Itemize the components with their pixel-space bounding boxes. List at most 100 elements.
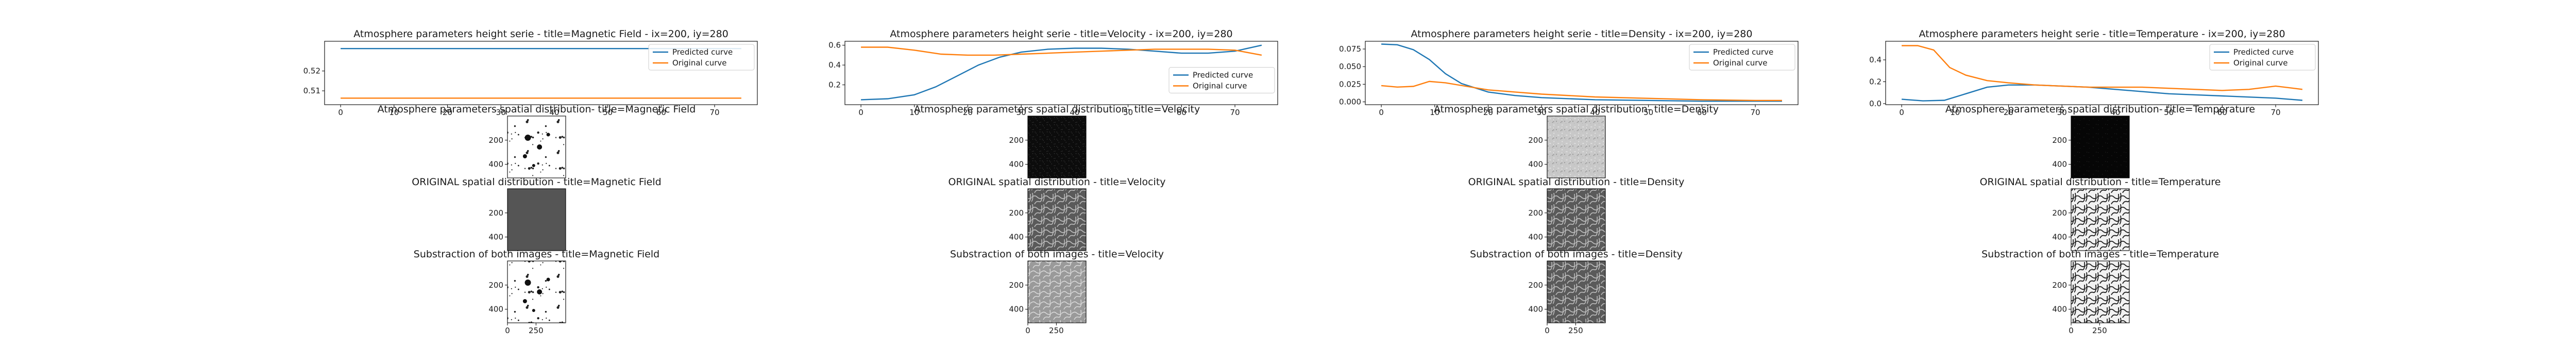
- legend-label: Predicted curve: [1713, 47, 1773, 57]
- image-panel-magnetic-field-predicted-map: Atmosphere parameters spatial distributi…: [378, 104, 696, 178]
- legend-label: Original curve: [1193, 81, 1247, 91]
- x-tick-label: 70: [1750, 108, 1760, 117]
- heatmap-image: [1028, 261, 1086, 323]
- map-feature: [537, 144, 543, 150]
- x-tick-label: 60: [656, 108, 666, 117]
- heatmap-image: [1547, 116, 1605, 178]
- x-tick-label: 30: [496, 108, 506, 117]
- panel-frame: [1547, 116, 1606, 178]
- y-tick-label: 400: [2052, 160, 2067, 169]
- line-chart-velocity: Atmosphere parameters height serie - tit…: [828, 28, 1278, 117]
- image-panel-velocity-predicted-map: Atmosphere parameters spatial distributi…: [914, 104, 1200, 178]
- heatmap-image: [2071, 261, 2129, 323]
- legend-box: [1689, 44, 1795, 71]
- y-tick-label: 200: [2052, 208, 2067, 218]
- map-feature: [522, 299, 527, 303]
- y-tick-label: 400: [1528, 233, 1543, 242]
- heatmap-image: [507, 189, 566, 251]
- x-tick-label: 60: [2217, 108, 2227, 117]
- y-tick-label: 200: [1009, 281, 1024, 290]
- panel-frame: [507, 116, 566, 178]
- map-feature: [532, 164, 535, 167]
- y-tick-label: 200: [1528, 136, 1543, 145]
- x-tick-label: 10: [909, 108, 919, 117]
- x-tick-label: 50: [2164, 108, 2174, 117]
- legend-box: [2209, 44, 2316, 71]
- y-tick-label: 200: [1009, 208, 1024, 218]
- plot-frame: [324, 41, 758, 105]
- image-panel-velocity-difference-map: Substraction of both images - title=Velo…: [950, 249, 1164, 335]
- y-tick-label: 200: [488, 136, 503, 145]
- y-tick-label: 400: [1528, 305, 1543, 314]
- y-tick-label: 0.025: [1339, 79, 1361, 89]
- x-tick-label: 70: [709, 108, 719, 117]
- heatmap-image: [2071, 116, 2129, 178]
- y-tick-label: 0.6: [828, 41, 841, 50]
- y-tick-label: 400: [2052, 305, 2067, 314]
- x-tick-label: 60: [1177, 108, 1187, 117]
- x-tick-label: 50: [603, 108, 613, 117]
- heatmap-image: [1547, 189, 1605, 251]
- panel-title: Substraction of both images - title=Magn…: [414, 249, 659, 260]
- y-tick-label: 400: [1009, 160, 1024, 169]
- panel-frame: [1027, 188, 1087, 251]
- y-tick-label: 200: [2052, 281, 2067, 290]
- chart-title: Atmosphere parameters height serie - tit…: [353, 28, 728, 40]
- x-tick-label: 250: [1049, 326, 1064, 335]
- x-tick-label: 50: [1643, 108, 1653, 117]
- heatmap-image: [1028, 116, 1086, 178]
- x-tick-label: 30: [2057, 108, 2067, 117]
- x-tick-label: 70: [2270, 108, 2280, 117]
- series-line-predicted: [861, 44, 1262, 101]
- x-tick-label: 30: [1537, 108, 1547, 117]
- x-tick-label: 250: [2092, 326, 2107, 335]
- y-tick-label: 0.4: [828, 60, 841, 70]
- map-feature: [524, 135, 531, 141]
- image-panel-temperature-original-map: ORIGINAL spatial distribution - title=Te…: [1980, 176, 2221, 251]
- map-feature: [537, 289, 543, 294]
- image-panel-magnetic-field-original-map: ORIGINAL spatial distribution - title=Ma…: [412, 176, 662, 251]
- map-feature: [546, 277, 550, 282]
- panel-title: Atmosphere parameters spatial distributi…: [378, 104, 696, 115]
- panel-frame: [1027, 260, 1087, 323]
- x-tick-label: 250: [1568, 326, 1583, 335]
- chart-title: Atmosphere parameters height serie - tit…: [1411, 28, 1753, 40]
- y-tick-label: 0.050: [1339, 62, 1361, 71]
- panel-frame: [1027, 116, 1087, 178]
- x-tick-label: 10: [1950, 108, 1960, 117]
- panel-frame: [2071, 188, 2130, 251]
- plot-frame: [1885, 41, 2319, 105]
- legend-label: Original curve: [2233, 58, 2288, 68]
- x-tick-label: 40: [1070, 108, 1079, 117]
- x-tick-label: 10: [1430, 108, 1439, 117]
- y-tick-label: 200: [488, 281, 503, 290]
- map-feature: [532, 309, 535, 312]
- y-tick-label: 0.52: [303, 67, 320, 76]
- legend-label: Predicted curve: [2233, 47, 2294, 57]
- panel-frame: [1547, 260, 1606, 323]
- x-tick-label: 20: [1483, 108, 1493, 117]
- x-tick-label: 0: [1899, 108, 1904, 117]
- image-panel-density-difference-map: Substraction of both images - title=Dens…: [1470, 249, 1683, 335]
- line-chart-magnetic-field: Atmosphere parameters height serie - tit…: [303, 28, 758, 117]
- x-tick-label: 20: [2004, 108, 2013, 117]
- map-feature: [546, 133, 550, 137]
- panel-title: Atmosphere parameters spatial distributi…: [1945, 104, 2255, 115]
- panel-title: Atmosphere parameters spatial distributi…: [914, 104, 1200, 115]
- y-tick-label: 400: [2052, 233, 2067, 242]
- line-chart-temperature: Atmosphere parameters height serie - tit…: [1869, 28, 2319, 117]
- image-panel-velocity-original-map: ORIGINAL spatial distribution - title=Ve…: [948, 176, 1166, 251]
- panel-title: Substraction of both images - title=Dens…: [1470, 249, 1683, 260]
- y-tick-label: 400: [1009, 305, 1024, 314]
- image-panel-temperature-difference-map: Substraction of both images - title=Temp…: [1981, 249, 2219, 335]
- x-tick-label: 0: [338, 108, 343, 117]
- panel-title: ORIGINAL spatial distribution - title=Ve…: [948, 176, 1165, 188]
- y-tick-label: 200: [1528, 208, 1543, 218]
- y-tick-label: 0.2: [828, 80, 841, 90]
- image-panel-density-predicted-map: Atmosphere parameters spatial distributi…: [1434, 104, 1719, 178]
- panel-frame: [2071, 260, 2130, 323]
- x-tick-label: 10: [389, 108, 399, 117]
- y-tick-label: 200: [1009, 136, 1024, 145]
